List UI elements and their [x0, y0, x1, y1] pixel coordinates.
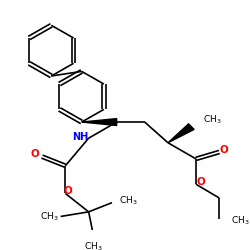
- Text: O: O: [196, 177, 205, 187]
- Text: O: O: [220, 145, 228, 155]
- Text: O: O: [30, 149, 39, 159]
- Text: CH$_3$: CH$_3$: [231, 215, 250, 227]
- Text: NH: NH: [72, 132, 88, 142]
- Text: CH$_3$: CH$_3$: [203, 114, 222, 126]
- Text: CH$_3$: CH$_3$: [119, 194, 138, 206]
- Polygon shape: [82, 118, 117, 126]
- Polygon shape: [168, 124, 194, 143]
- Text: O: O: [63, 186, 72, 196]
- Text: CH$_3$: CH$_3$: [40, 210, 58, 223]
- Text: CH$_3$: CH$_3$: [84, 240, 103, 250]
